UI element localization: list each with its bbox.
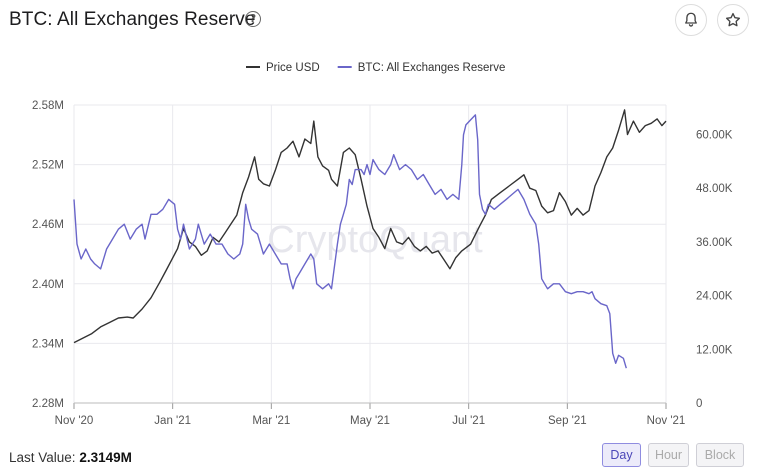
exchange-reserve-line (73, 114, 627, 369)
left-tick-label: 2.40M (32, 279, 64, 291)
left-tick-label: 2.58M (32, 100, 64, 112)
right-tick-label: 60.00K (696, 130, 733, 142)
timeframe-hour-button[interactable]: Hour (648, 443, 689, 467)
timeframe-block-button[interactable]: Block (696, 443, 744, 467)
x-tick-label: Nov '21 (647, 415, 686, 427)
right-tick-label: 24.00K (696, 291, 733, 303)
price-usd-line (73, 109, 667, 344)
left-tick-label: 2.34M (32, 338, 64, 350)
right-tick-label: 0 (696, 398, 702, 410)
x-tick-label: May '21 (350, 415, 390, 427)
chart-area: Price USD BTC: All Exchanges Reserve Cryp… (32, 62, 733, 427)
page-title: BTC: All Exchanges Reserve (9, 9, 256, 30)
legend-label-reserve: BTC: All Exchanges Reserve (358, 62, 506, 74)
last-value: Last Value: 2.3149M (9, 450, 132, 465)
chart-series (73, 109, 667, 369)
x-tick-label: Sep '21 (548, 415, 587, 427)
timeframe-day-button[interactable]: Day (602, 443, 641, 467)
chart-grid (73, 104, 667, 404)
x-tick-label: Jan '21 (154, 415, 191, 427)
right-tick-label: 12.00K (696, 344, 733, 356)
chart-legend: Price USD BTC: All Exchanges Reserve (246, 62, 505, 74)
right-tick-label: 36.00K (696, 237, 733, 249)
help-icon[interactable]: ? (245, 11, 261, 27)
left-tick-label: 2.28M (32, 398, 64, 410)
watermark: CryptoQuant (267, 219, 483, 261)
legend-label-price: Price USD (266, 62, 320, 74)
last-value-number: 2.3149M (79, 450, 132, 465)
chart-header: BTC: All Exchanges Reserve ? (0, 0, 757, 44)
star-button[interactable] (717, 4, 749, 36)
x-tick-label: Jul '21 (452, 415, 485, 427)
bell-button[interactable] (675, 4, 707, 36)
x-tick-label: Nov '20 (55, 415, 94, 427)
left-tick-label: 2.52M (32, 160, 64, 172)
star-icon (725, 12, 741, 27)
chart-axes: 2.28M 2.34M 2.40M 2.46M 2.52M 2.58M 0 12.00K 24.… (32, 100, 733, 427)
last-value-label: Last Value: (9, 450, 76, 465)
x-tick-label: Mar '21 (252, 415, 290, 427)
left-tick-label: 2.46M (32, 219, 64, 231)
bell-icon (685, 12, 697, 27)
right-tick-label: 48.00K (696, 183, 733, 195)
